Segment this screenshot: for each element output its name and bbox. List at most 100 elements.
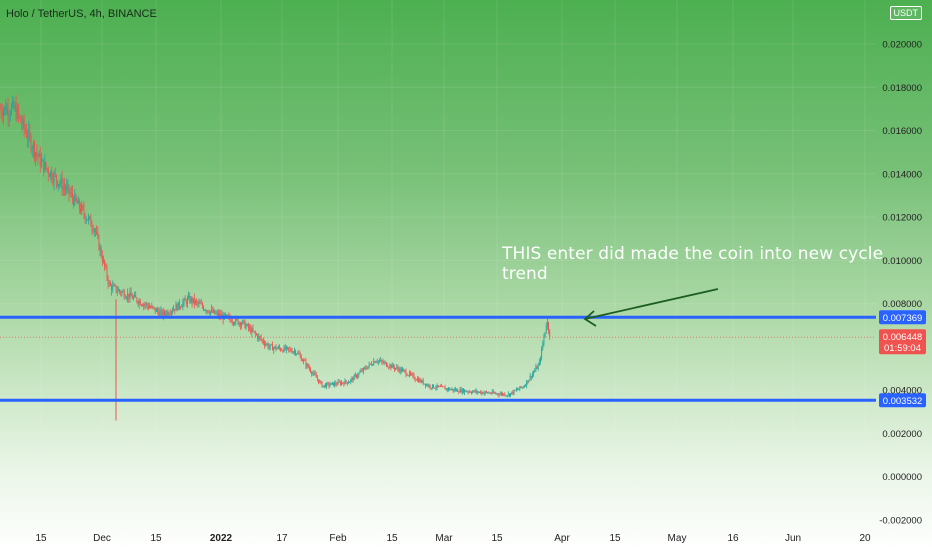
candle-body	[302, 360, 303, 362]
candle-body	[453, 389, 455, 391]
candle-body	[428, 385, 430, 387]
candle-body	[264, 342, 265, 346]
candle-body	[366, 368, 368, 370]
candle-body	[86, 219, 88, 221]
candle-body	[43, 159, 45, 172]
x-tick-label: Jun	[785, 533, 801, 544]
candle-body	[46, 168, 48, 170]
candle-body	[269, 344, 271, 347]
candle-body	[35, 152, 37, 157]
time-axis[interactable]: 15 Dec 15 2022 17 Feb 15 Mar 15 Apr 15 May 16 Jun 20	[35, 533, 871, 544]
candle-body	[297, 352, 299, 354]
countdown-label: 01:59:04	[884, 343, 921, 354]
x-tick-label: 15	[150, 533, 162, 544]
candle-body	[205, 309, 207, 312]
candle-body	[464, 390, 466, 393]
candle-body	[90, 216, 92, 227]
candle-body	[70, 192, 72, 194]
candle-body	[354, 374, 356, 376]
candle-body	[299, 354, 301, 357]
candle-body	[14, 105, 16, 109]
candle-body	[541, 348, 543, 359]
candle-body	[328, 383, 330, 386]
level-label: 0.003532	[883, 396, 923, 407]
candle-body	[403, 369, 405, 371]
candle-body	[494, 392, 495, 394]
currency-badge[interactable]: USDT	[889, 6, 922, 20]
candle-body	[333, 382, 334, 386]
candle-body	[376, 361, 378, 363]
candle-body	[373, 361, 375, 365]
candle-body	[417, 378, 418, 381]
candle-body	[21, 122, 23, 126]
candle-body	[283, 346, 285, 352]
candle-body	[252, 328, 254, 332]
candle-body	[53, 173, 55, 183]
candle-body	[383, 362, 385, 364]
candle-body	[208, 312, 210, 314]
candle-body	[437, 385, 439, 387]
candle-body	[346, 382, 348, 384]
candle-body	[138, 300, 140, 304]
candle-body	[289, 349, 291, 350]
candle-body	[490, 393, 492, 395]
candle-body	[51, 171, 53, 180]
candle-body	[85, 219, 87, 221]
candle-body	[445, 388, 447, 390]
candle-body	[52, 179, 54, 183]
candle-body	[130, 292, 132, 297]
candle-body	[527, 380, 529, 383]
candle-body	[397, 367, 399, 370]
candle-body	[103, 260, 104, 262]
candle-body	[275, 346, 277, 350]
candle-body	[344, 380, 346, 385]
annotation-text: THIS enter did made the coin into new cy…	[502, 244, 884, 284]
candle-body	[234, 323, 236, 324]
candle-body	[342, 382, 344, 384]
candle-body	[512, 391, 514, 394]
y-tick-label: 0.002000	[882, 429, 922, 440]
candle-body	[361, 370, 363, 372]
candle-body	[76, 200, 78, 204]
candle-body	[520, 386, 522, 388]
price-axis[interactable]: 0.020000 0.018000 0.016000 0.014000 0.012000…	[879, 40, 922, 527]
candle-body	[345, 380, 347, 383]
candle-body	[273, 347, 275, 351]
candle-body	[15, 105, 17, 119]
candle-body	[99, 247, 101, 250]
candle-body	[443, 386, 445, 388]
candle-body	[73, 198, 75, 205]
arrow-head	[583, 310, 597, 327]
candle-body	[293, 350, 295, 352]
candle-body	[419, 379, 421, 383]
candle-body	[49, 174, 50, 177]
candle-body	[276, 348, 278, 350]
candle-body	[254, 331, 256, 334]
candle-body	[518, 389, 520, 390]
candle-body	[305, 360, 307, 367]
candle-body	[449, 388, 451, 390]
candle-body	[463, 389, 464, 393]
candle-body	[466, 391, 468, 393]
candle-body	[101, 256, 103, 262]
candle-body	[336, 384, 338, 386]
candle-body	[80, 208, 81, 212]
candle-body	[178, 301, 180, 308]
candle-body	[137, 301, 139, 304]
candle-body	[145, 303, 147, 305]
candle-body	[522, 386, 524, 388]
candle-body	[390, 364, 392, 368]
candle-body	[325, 384, 326, 388]
candle-body	[189, 296, 191, 303]
candle-body	[237, 319, 239, 325]
candle-body	[426, 384, 428, 386]
candle-body	[316, 377, 318, 380]
candle-body	[389, 364, 391, 368]
candle-body	[12, 100, 14, 107]
candle-body	[238, 322, 240, 325]
candle-body	[318, 379, 319, 383]
x-tick-label: Mar	[435, 533, 453, 544]
candle-body	[131, 296, 133, 299]
candle-body	[129, 292, 131, 299]
